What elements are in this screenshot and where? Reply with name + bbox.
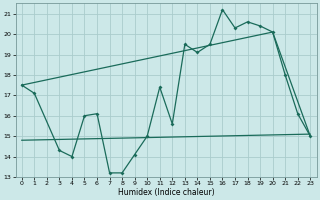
X-axis label: Humidex (Indice chaleur): Humidex (Indice chaleur) [118,188,214,197]
